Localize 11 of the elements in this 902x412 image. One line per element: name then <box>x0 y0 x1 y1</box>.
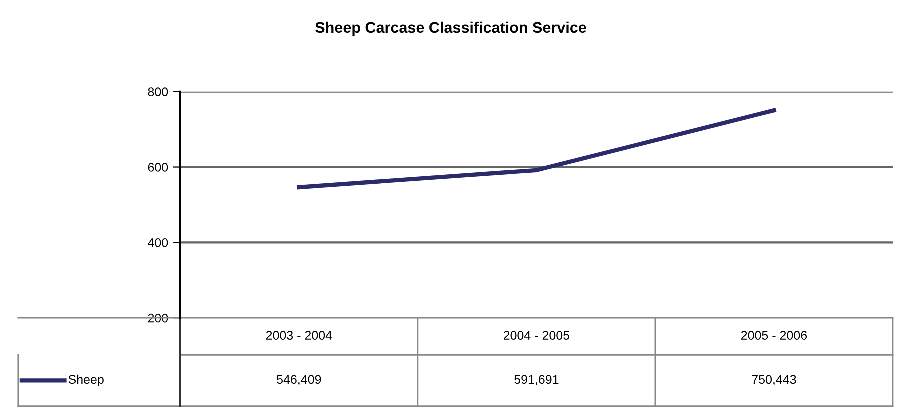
text: 591,691 <box>514 375 559 386</box>
x-tick-label: 2005 - 2006 <box>741 331 808 340</box>
chart-title: Sheep Carcase Classification Service <box>316 22 586 36</box>
y-tick-label: 600 <box>148 163 168 172</box>
x-tick-label: 2004 - 2005 <box>504 331 570 340</box>
text: 546,409 <box>277 375 322 386</box>
x-tick-label: 2003 - 2004 <box>266 331 332 340</box>
y-tick-label: 800 <box>148 88 168 97</box>
text: 750,443 <box>752 375 796 386</box>
y-tick-label: 400 <box>148 238 168 248</box>
legend-label: Sheep <box>68 374 104 387</box>
